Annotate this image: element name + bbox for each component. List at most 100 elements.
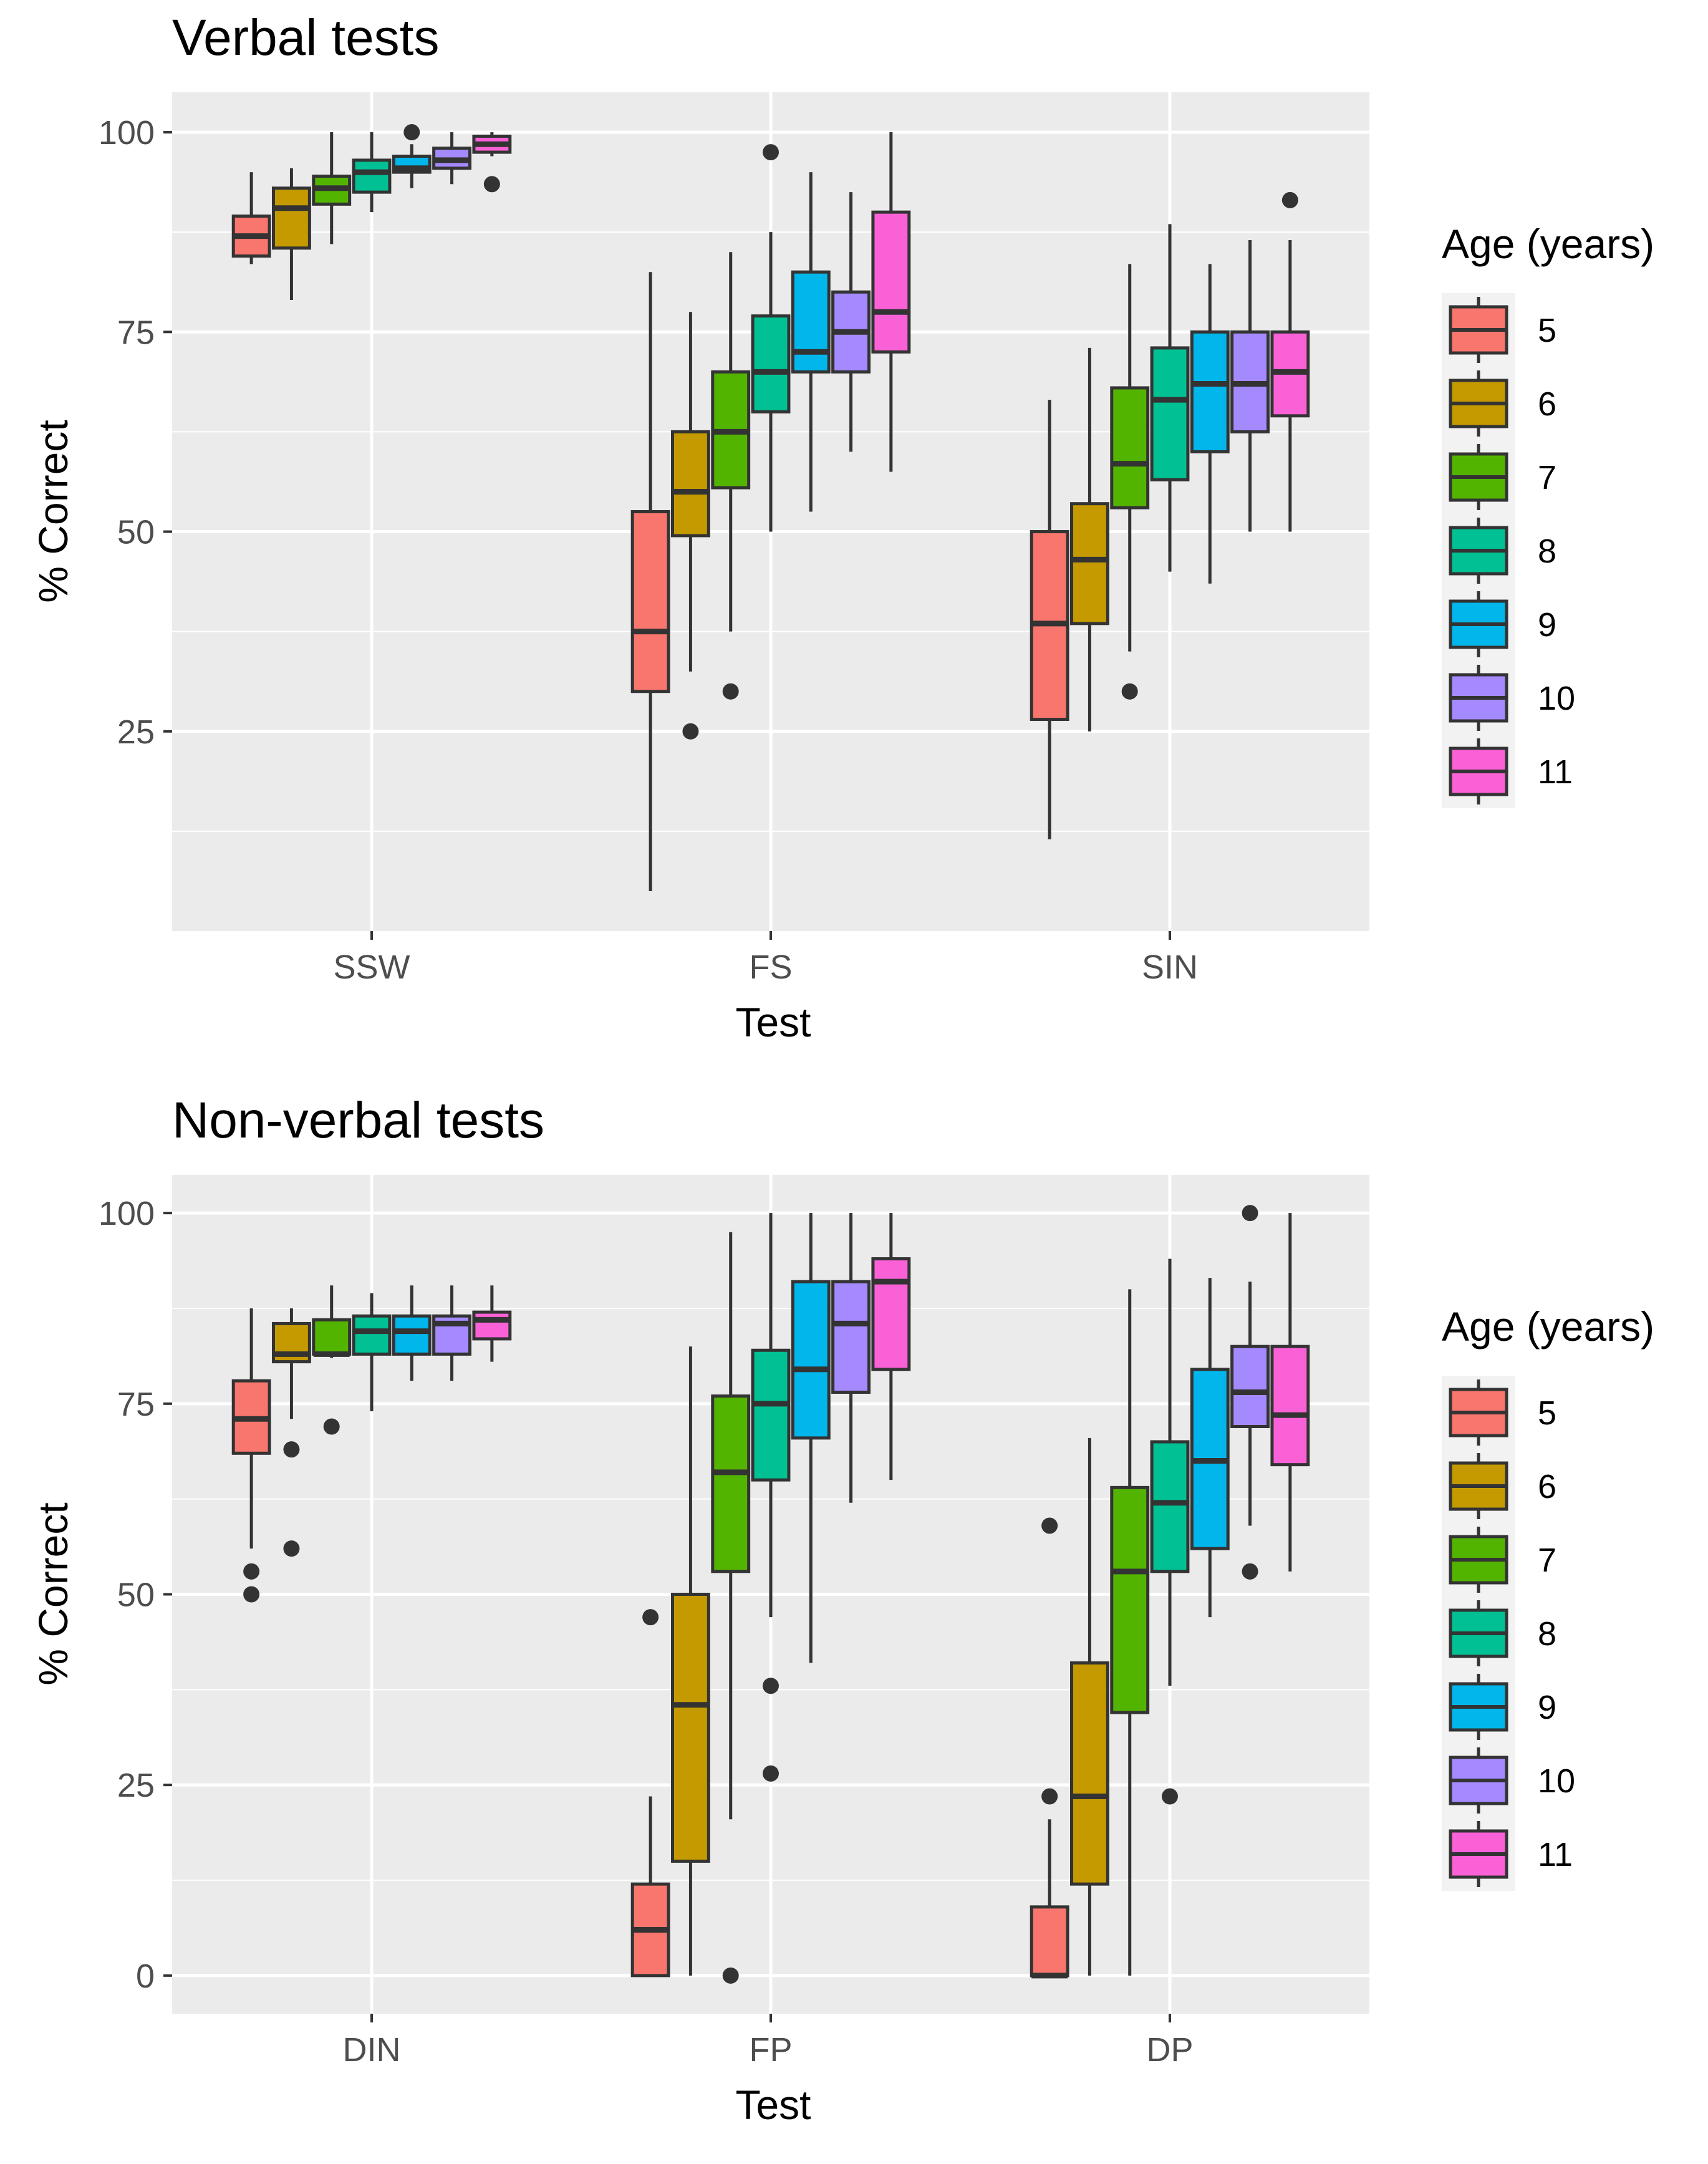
box-SSW-age-10 — [432, 132, 472, 185]
box-body — [751, 1348, 791, 1482]
box-DP-age-6 — [1070, 1437, 1109, 1976]
box-SIN-age-5 — [1030, 400, 1069, 839]
box-body — [472, 1310, 512, 1341]
box-DIN-age-8 — [352, 1293, 392, 1412]
x-tick-label: DIN — [343, 2031, 401, 2069]
x-axis-title: Test — [735, 2082, 811, 2128]
box-FS-age-9 — [791, 172, 831, 512]
box-body — [1110, 1485, 1150, 1714]
legend-label: 8 — [1538, 1615, 1556, 1653]
legend-key-age-7: 7 — [1442, 440, 1556, 514]
box-DP-age-8 — [1150, 1258, 1190, 1805]
legend-key-age-10: 10 — [1442, 661, 1575, 735]
box-SIN-age-9 — [1190, 264, 1230, 584]
y-tick-label: 50 — [117, 1577, 155, 1614]
x-tick-label: FS — [749, 949, 792, 986]
box-body — [1110, 386, 1150, 510]
box-FP-age-10 — [831, 1213, 871, 1503]
legend-key-age-5: 5 — [1442, 293, 1556, 367]
box-FS-age-7 — [711, 252, 751, 700]
box-body — [1070, 502, 1109, 626]
x-axis-title: Test — [735, 999, 811, 1045]
legend-label: 10 — [1538, 680, 1575, 717]
legend-label: 11 — [1538, 753, 1573, 791]
box-FP-age-7 — [711, 1232, 751, 1984]
legend-label: 9 — [1538, 1689, 1556, 1726]
legend-key-age-7: 7 — [1442, 1523, 1556, 1596]
legend-label: 5 — [1538, 1394, 1556, 1432]
x-tick-labels: SSW FS SIN — [333, 931, 1198, 986]
legend-label: 9 — [1538, 606, 1556, 644]
legend-label: 6 — [1538, 1468, 1556, 1505]
box-body — [751, 314, 791, 413]
outlier-point — [1121, 683, 1138, 700]
box-SSW-age-6 — [272, 168, 311, 301]
box-FP-age-8 — [751, 1213, 791, 1782]
outlier-point — [283, 1441, 300, 1458]
box-body — [871, 210, 911, 354]
box-DIN-age-6 — [272, 1308, 311, 1557]
y-tick-label: 75 — [117, 1386, 155, 1423]
box-SSW-age-5 — [231, 172, 271, 264]
legend: Age (years) 5 6 7 8 9 10 11 — [1442, 1303, 1654, 1891]
outlier-point — [682, 723, 699, 740]
legend-keys: 5 6 7 8 9 10 11 — [1442, 1376, 1575, 1891]
box-FP-age-6 — [671, 1346, 710, 1976]
legend-title: Age (years) — [1442, 1303, 1654, 1350]
legend-key-age-11: 11 — [1442, 1817, 1573, 1891]
box-DIN-age-11 — [472, 1285, 512, 1362]
box-DIN-age-5 — [231, 1308, 271, 1603]
legend-key-age-10: 10 — [1442, 1744, 1575, 1817]
outlier-point — [1242, 1205, 1258, 1222]
box-SIN-age-6 — [1070, 347, 1109, 732]
box-body — [671, 430, 710, 538]
legend-label: 10 — [1538, 1762, 1575, 1800]
legend: Age (years) 5 6 7 8 9 10 11 — [1442, 221, 1654, 808]
x-tick-labels: DIN FP DP — [343, 2014, 1194, 2069]
chart-title: Verbal tests — [172, 9, 439, 66]
box-DP-age-11 — [1270, 1213, 1310, 1572]
box-SIN-age-11 — [1270, 191, 1310, 532]
legend-label: 8 — [1538, 533, 1556, 570]
outlier-point — [1041, 1517, 1058, 1534]
box-SSW-age-7 — [312, 132, 352, 244]
box-body — [1070, 1661, 1109, 1886]
box-FP-age-11 — [871, 1213, 911, 1481]
box-body — [1230, 1345, 1270, 1428]
box-SIN-age-8 — [1150, 224, 1190, 572]
legend-label: 7 — [1538, 1542, 1556, 1579]
legend-label: 11 — [1538, 1836, 1573, 1873]
outlier-point — [243, 1586, 260, 1603]
outlier-point — [1242, 1563, 1258, 1580]
legend-label: 5 — [1538, 312, 1556, 349]
box-body — [1190, 330, 1230, 453]
box-SIN-age-10 — [1230, 239, 1270, 532]
box-body — [272, 186, 311, 250]
box-body — [831, 1280, 871, 1394]
y-tick-label: 0 — [136, 1958, 155, 1995]
box-body — [352, 158, 392, 194]
box-body — [871, 1257, 911, 1371]
box-FS-age-10 — [831, 192, 871, 452]
y-tick-label: 25 — [117, 713, 155, 751]
chart-title: Non-verbal tests — [172, 1092, 544, 1149]
box-body — [671, 1593, 710, 1863]
box-body — [1030, 1905, 1069, 1978]
box-FS-age-8 — [751, 144, 791, 532]
box-body — [312, 1318, 352, 1356]
y-tick-label: 100 — [99, 1195, 155, 1232]
legend-keys: 5 6 7 8 9 10 11 — [1442, 293, 1575, 808]
legend-key-age-9: 9 — [1442, 587, 1556, 661]
box-FP-age-9 — [791, 1213, 831, 1663]
box-body — [392, 1314, 432, 1356]
x-tick-label: FP — [749, 2031, 792, 2069]
outlier-point — [1041, 1788, 1058, 1805]
box-body — [711, 1394, 751, 1573]
legend-key-age-6: 6 — [1442, 367, 1556, 440]
y-tick-label: 50 — [117, 514, 155, 551]
outlier-point — [722, 1967, 739, 1984]
y-axis-title: % Correct — [30, 1502, 76, 1685]
